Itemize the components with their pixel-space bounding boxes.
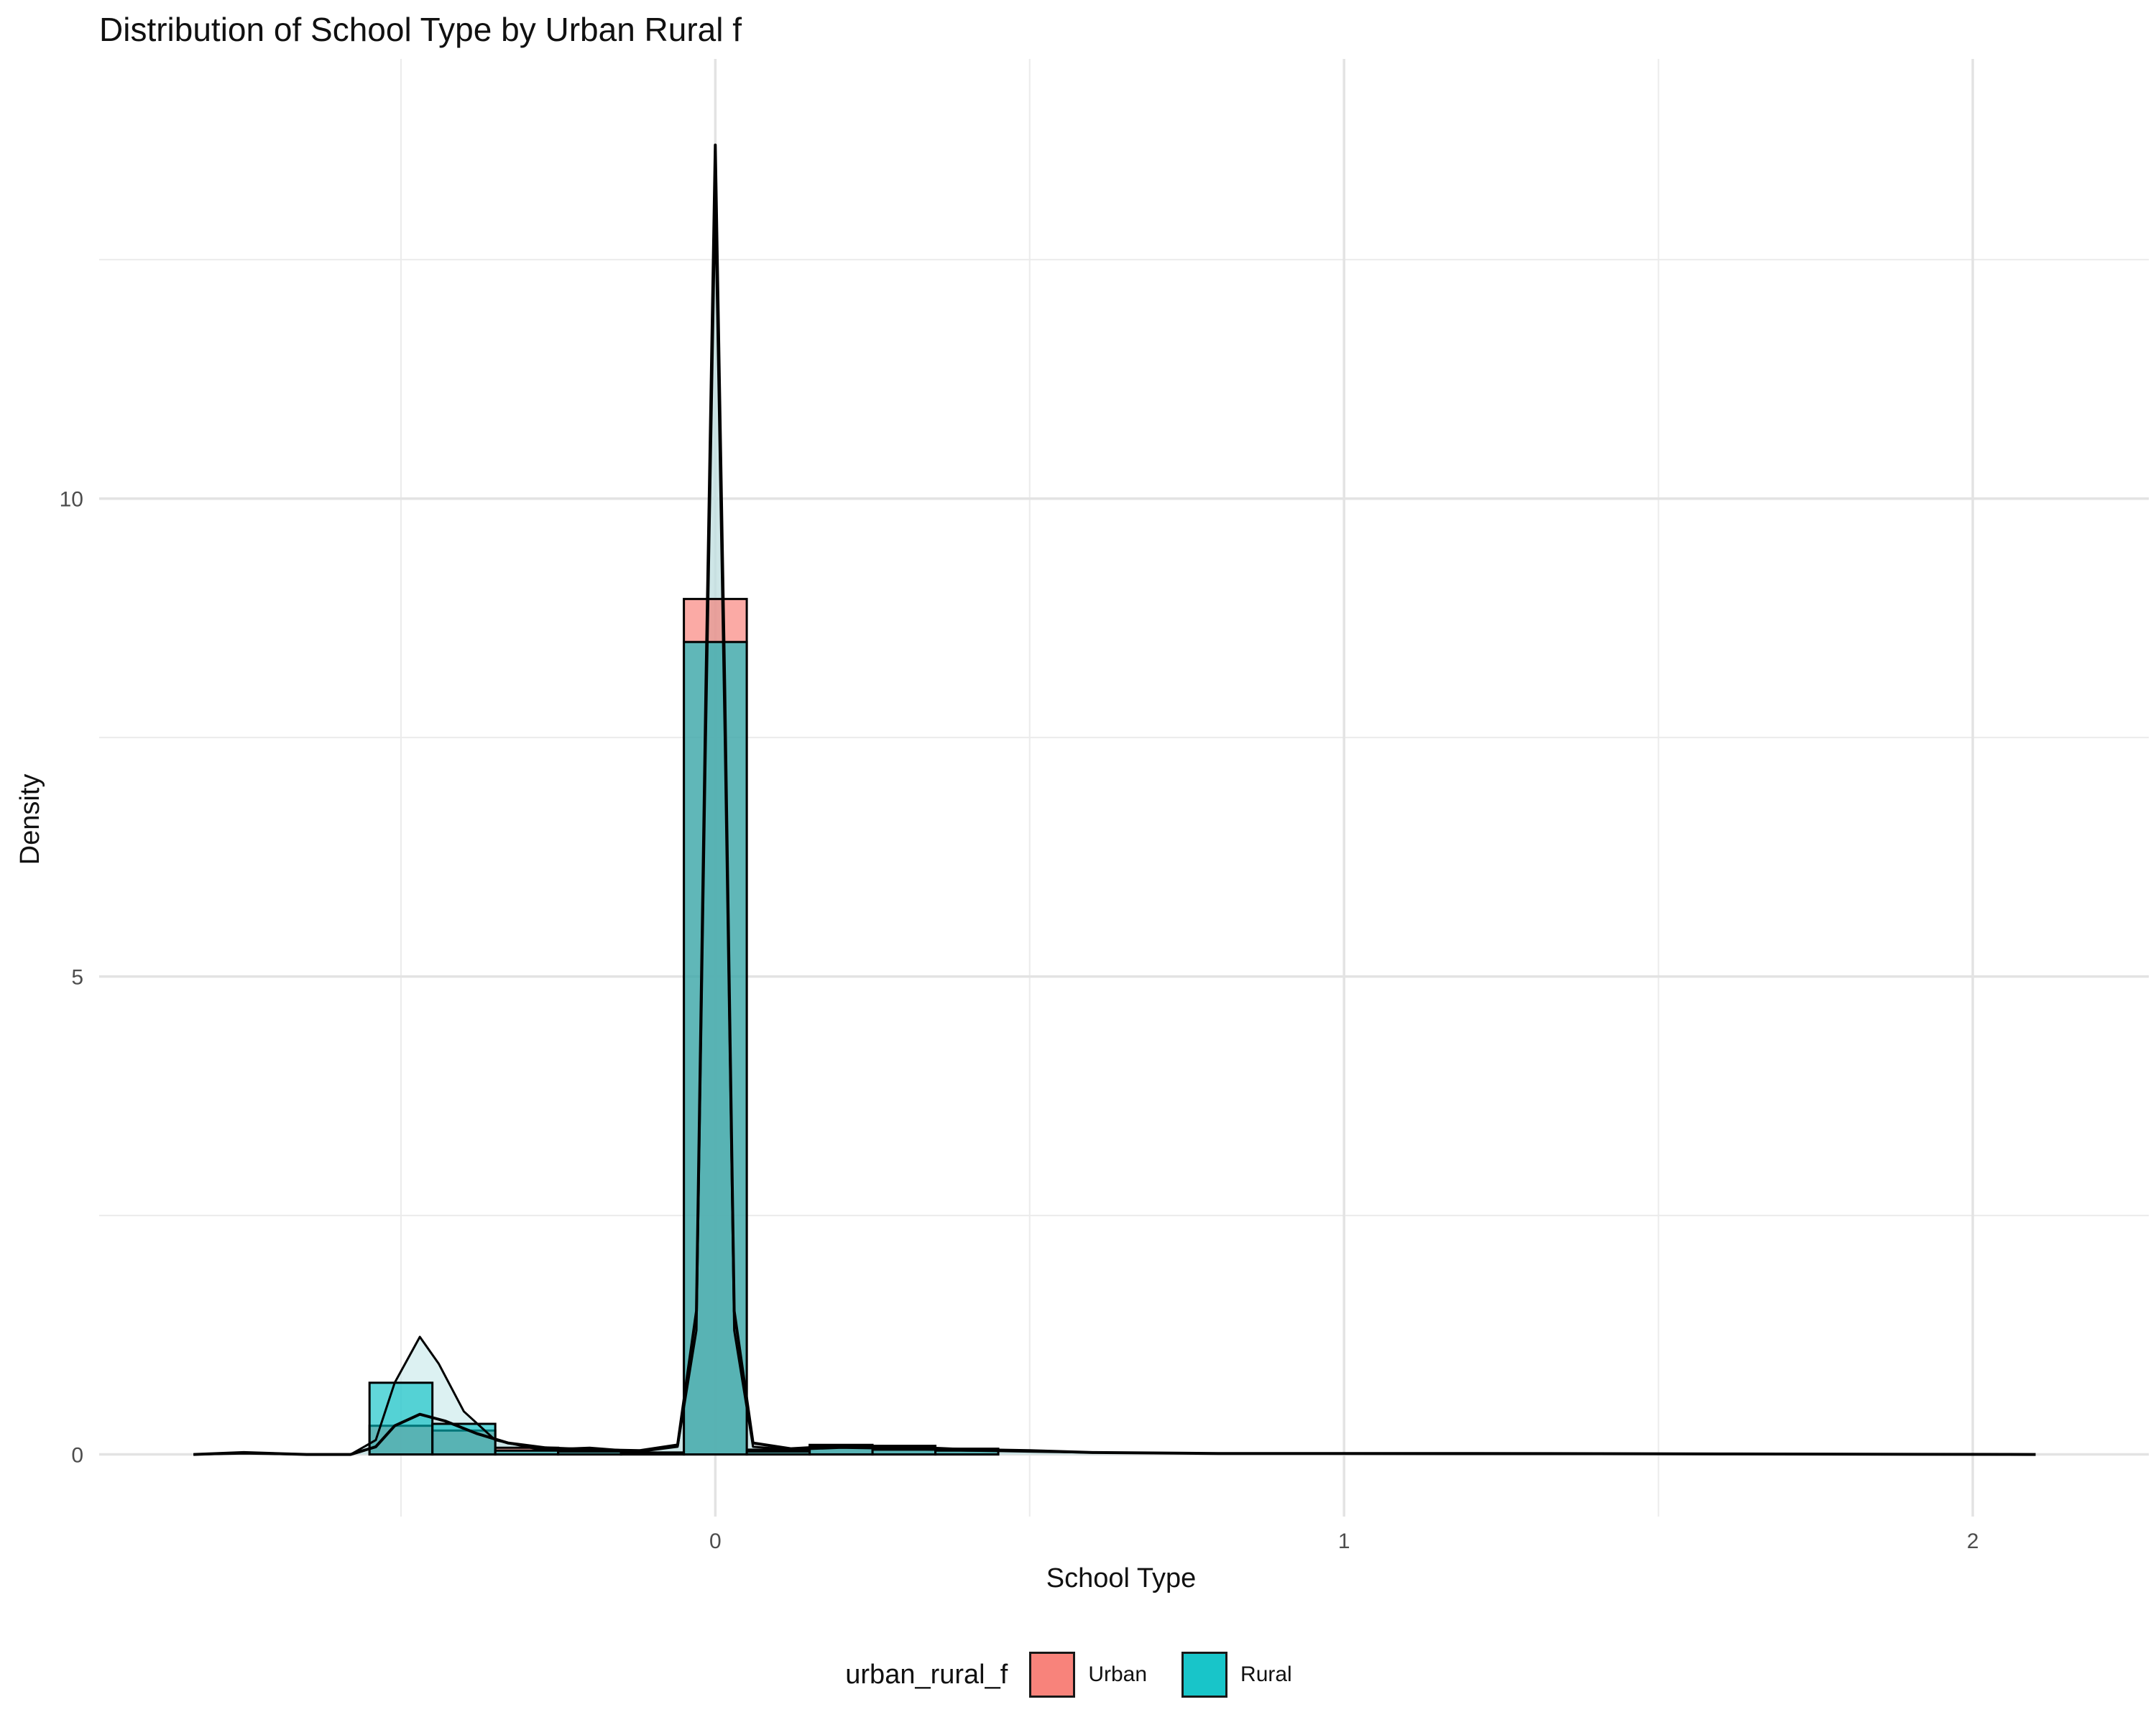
y-tick-label: 10 xyxy=(60,488,83,512)
legend-label-rural: Rural xyxy=(1240,1662,1292,1686)
legend-key-rural xyxy=(1181,1652,1228,1698)
density-line-rural xyxy=(193,201,2036,1456)
minor-gridlines xyxy=(99,59,2149,1517)
x-tick-labels: 0 1 2 xyxy=(709,1530,1978,1553)
density-fills xyxy=(193,144,2036,1455)
histogram-bars xyxy=(368,597,1000,1456)
x-axis-title: School Type xyxy=(1046,1563,1196,1593)
bar-rural xyxy=(745,1450,811,1456)
density-lines xyxy=(193,143,2036,1456)
y-axis-title: Density xyxy=(15,774,45,865)
legend-label-urban: Urban xyxy=(1088,1662,1148,1686)
density-fill-urban xyxy=(193,144,2036,1455)
x-tick-label: 0 xyxy=(709,1530,722,1553)
bar-rural xyxy=(619,1451,686,1456)
bar-rural xyxy=(494,1449,560,1456)
y-tick-label: 5 xyxy=(71,966,83,990)
legend-key-urban xyxy=(1029,1652,1076,1698)
legend-title: urban_rural_f xyxy=(845,1659,1008,1690)
density-line-urban xyxy=(193,143,2036,1456)
y-tick-labels: 0 5 10 xyxy=(60,488,83,1468)
y-tick-label: 0 xyxy=(71,1444,83,1468)
legend-item-rural: Rural xyxy=(1181,1652,1292,1698)
density-fill-rural xyxy=(193,202,2036,1455)
x-tick-label: 2 xyxy=(1967,1530,1979,1553)
major-gridlines xyxy=(99,59,2149,1517)
chart-title: Distribution of School Type by Urban Rur… xyxy=(99,11,742,48)
legend: urban_rural_f Urban Rural xyxy=(0,1646,2156,1703)
legend-item-urban: Urban xyxy=(1029,1652,1147,1698)
x-tick-label: 1 xyxy=(1338,1530,1350,1553)
bar-rural xyxy=(557,1450,622,1456)
